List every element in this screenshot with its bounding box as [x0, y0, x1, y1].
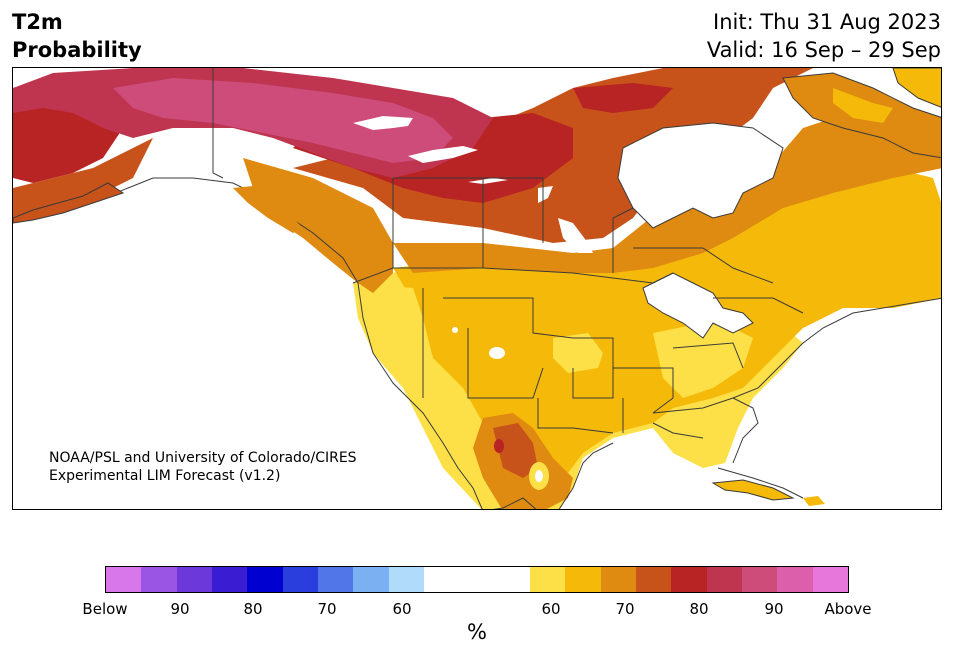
region-above-70 [393, 168, 941, 473]
colorbar-segment [777, 567, 813, 592]
credit-line-1: NOAA/PSL and University of Colorado/CIRE… [49, 450, 357, 466]
arctic-island-yellow [833, 88, 893, 123]
colorbar-segment [211, 567, 248, 592]
colorbar-segment [247, 567, 283, 592]
colorbar-label: 70 [615, 600, 635, 618]
colorbar-label: 80 [689, 600, 709, 618]
credit-line-2: Experimental LIM Forecast (v1.2) [49, 468, 281, 484]
colorbar-label: 80 [243, 600, 263, 618]
mexico-white-core [535, 470, 543, 482]
colorbar-label: 90 [764, 600, 784, 618]
utah-lake [452, 327, 458, 333]
title-block-left: T2m Probability [12, 8, 142, 64]
title-block-right: Init: Thu 31 Aug 2023 Valid: 16 Sep – 29… [707, 8, 941, 64]
colorbar-segment [706, 567, 742, 592]
alaska-south-coast [13, 182, 125, 224]
hudson-bay [617, 122, 784, 229]
panhandle [233, 186, 303, 233]
great-lakes [642, 272, 754, 339]
forecast-map [12, 67, 942, 510]
colorbar-segment [635, 567, 672, 592]
colorbar-segment [176, 567, 212, 592]
colorbar-segment [141, 567, 177, 592]
greenland-tip [892, 68, 941, 108]
colorbar-segment [812, 567, 848, 592]
region-above-top [113, 78, 453, 163]
hispaniola [803, 496, 825, 506]
region-east-yellow [653, 323, 753, 398]
colorbar-segment [529, 567, 566, 592]
product-title: Probability [12, 38, 142, 62]
colorbar-segment [106, 567, 142, 592]
colorbar-label: Below [82, 600, 128, 618]
colorbar-segment [600, 567, 636, 592]
lake-small-1 [538, 186, 553, 203]
mexico-hotspot [494, 439, 504, 453]
colorbar-label: 70 [317, 600, 337, 618]
salt-lake [489, 347, 505, 359]
region-above-80 [243, 108, 941, 509]
init-date: Init: Thu 31 Aug 2023 [713, 10, 941, 34]
arctic-lake-3 [468, 178, 508, 184]
colorbar-segment [317, 567, 354, 592]
colorbar-segment [423, 567, 530, 592]
colorbar-label: 90 [170, 600, 190, 618]
colorbar-segment [282, 567, 318, 592]
region-above-90 [13, 68, 813, 478]
colorbar-segment [388, 567, 424, 592]
region-west-yellow [358, 283, 468, 448]
colorbar-segment [353, 567, 389, 592]
region-plains-yellow [553, 333, 603, 373]
region-florida-yellow [703, 408, 728, 463]
variable-title: T2m [12, 10, 63, 34]
map-svg [13, 68, 941, 509]
colorbar-unit: % [467, 620, 487, 644]
credit-text: NOAA/PSL and University of Colorado/CIRE… [49, 449, 357, 485]
arctic-lake-2 [408, 146, 478, 163]
cuba [711, 479, 795, 501]
valid-range: Valid: 16 Sep – 29 Sep [706, 38, 941, 62]
borders [13, 68, 941, 509]
arctic-lake-1 [353, 116, 413, 130]
colorbar-segment [671, 567, 707, 592]
colorbar [105, 566, 849, 593]
lake-winnipeg [558, 218, 593, 253]
colorbar-label: 60 [541, 600, 561, 618]
colorbar-label: 60 [392, 600, 412, 618]
colorbar-segment [565, 567, 601, 592]
colorbar-segment [741, 567, 778, 592]
colorbar-label: Above [824, 600, 872, 618]
